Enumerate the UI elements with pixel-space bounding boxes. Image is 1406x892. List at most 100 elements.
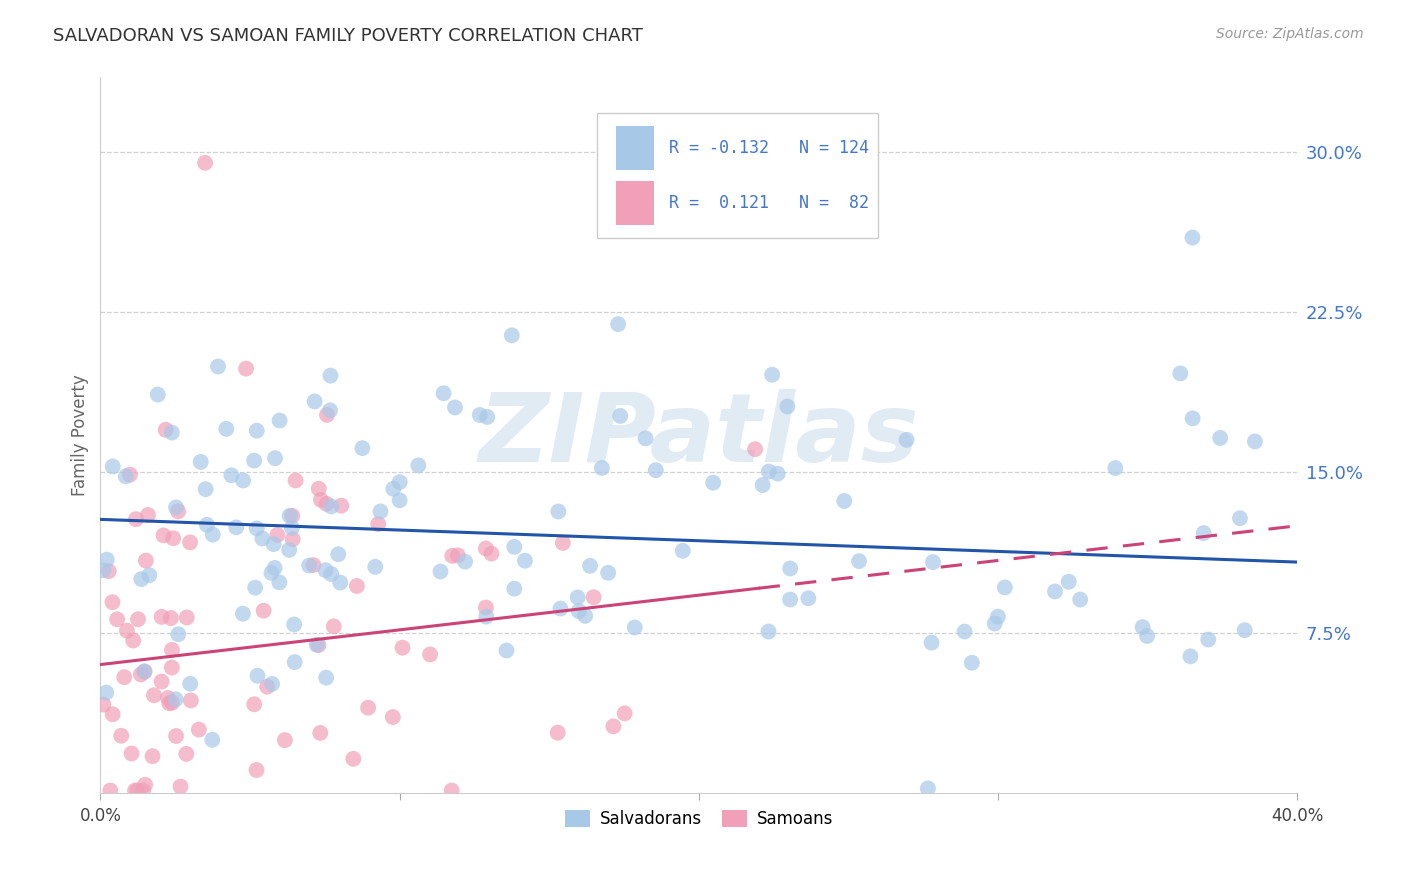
Point (195, 517, 218, 532)
Point (779, 592, 801, 607)
Point (118, 467, 141, 482)
Point (284, 655, 307, 669)
Point (243, 698, 266, 712)
Point (246, 669, 269, 683)
Point (382, 482, 405, 496)
Point (260, 566, 283, 580)
Point (319, 368, 342, 383)
Point (93, 563, 115, 577)
Point (156, 691, 179, 706)
Point (129, 667, 152, 681)
Point (432, 386, 454, 401)
Point (274, 733, 297, 747)
Point (381, 710, 404, 724)
Point (207, 359, 229, 374)
Point (278, 542, 301, 557)
Point (1229, 511, 1251, 525)
Point (246, 424, 269, 438)
Point (702, 475, 724, 490)
Point (127, 612, 149, 626)
Point (454, 555, 477, 569)
Point (501, 328, 523, 343)
Point (495, 643, 517, 657)
Point (1181, 411, 1204, 425)
Point (1057, 574, 1080, 589)
Point (447, 549, 470, 563)
Point (124, 783, 146, 797)
Point (388, 475, 411, 490)
Point (225, 520, 247, 534)
Point (176, 610, 198, 624)
Point (441, 549, 464, 563)
Point (547, 725, 569, 739)
Point (201, 732, 224, 747)
Point (150, 674, 173, 689)
Point (165, 729, 187, 743)
Point (136, 508, 159, 522)
Point (134, 778, 156, 792)
Point (165, 692, 187, 706)
Point (165, 500, 187, 515)
Point (304, 394, 326, 409)
Point (766, 467, 789, 481)
Point (101, 459, 124, 474)
FancyBboxPatch shape (616, 126, 654, 170)
Point (194, 482, 217, 496)
Point (263, 561, 285, 575)
Point (481, 547, 503, 561)
Point (551, 536, 574, 550)
Point (921, 635, 943, 649)
Point (1209, 431, 1232, 445)
Point (256, 680, 278, 694)
Point (322, 619, 344, 633)
Point (342, 752, 364, 766)
Point (155, 423, 177, 437)
Point (262, 677, 284, 691)
Point (101, 707, 124, 722)
Point (143, 688, 166, 702)
Point (308, 482, 330, 496)
Point (315, 497, 337, 511)
Point (475, 609, 498, 624)
Point (607, 317, 630, 331)
Point (93, 698, 115, 712)
Point (134, 665, 156, 679)
Point (1043, 584, 1066, 599)
Text: ZIPatlas: ZIPatlas (478, 389, 920, 482)
Point (105, 612, 128, 626)
Point (180, 693, 202, 707)
Point (672, 543, 695, 558)
Point (190, 455, 212, 469)
Point (129, 572, 152, 586)
Point (305, 638, 328, 652)
Point (591, 461, 613, 475)
Point (613, 706, 636, 721)
Point (141, 749, 163, 764)
Point (568, 604, 591, 618)
Point (96, 552, 118, 566)
Point (112, 670, 135, 684)
Point (994, 581, 1017, 595)
Point (609, 409, 631, 423)
Point (138, 568, 160, 582)
Point (110, 729, 132, 743)
Text: R = -0.132   N = 124: R = -0.132 N = 124 (669, 139, 869, 157)
Point (315, 671, 337, 685)
Point (751, 478, 773, 492)
Point (1168, 367, 1191, 381)
Point (503, 582, 526, 596)
Point (832, 494, 855, 508)
Point (194, 156, 217, 170)
Point (329, 575, 352, 590)
Point (364, 559, 387, 574)
Point (319, 403, 342, 417)
Point (477, 409, 499, 424)
Point (758, 624, 780, 639)
Point (896, 433, 918, 447)
Point (513, 554, 536, 568)
Point (1069, 592, 1091, 607)
Point (321, 500, 343, 514)
Point (388, 493, 411, 508)
Point (232, 474, 254, 488)
Point (582, 591, 605, 605)
